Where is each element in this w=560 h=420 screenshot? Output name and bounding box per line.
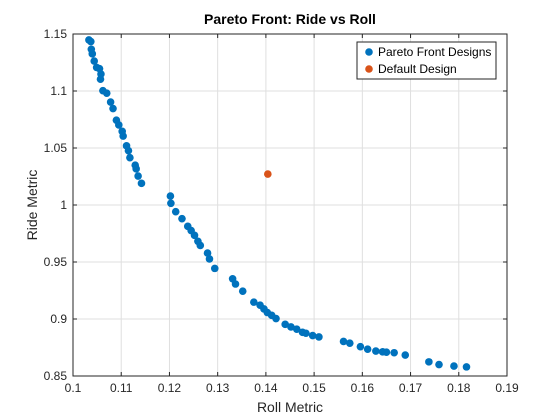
pareto-design-point xyxy=(272,314,280,323)
y-tick-label: 0.85 xyxy=(44,369,68,383)
x-axis-label: Roll Metric xyxy=(257,399,323,415)
pareto-design-point xyxy=(450,362,458,370)
x-tick-label: 0.11 xyxy=(110,381,133,395)
x-tick-label: 0.12 xyxy=(158,381,182,395)
pareto-design-point xyxy=(281,320,289,329)
pareto-design-point xyxy=(90,57,99,65)
pareto-design-point xyxy=(205,255,214,263)
x-tick-label: 0.19 xyxy=(495,381,519,395)
pareto-design-point xyxy=(231,280,240,288)
pareto-design-point xyxy=(126,153,134,162)
legend-label-default: Default Design xyxy=(378,62,457,76)
pareto-design-point xyxy=(345,339,354,347)
pareto-design-point xyxy=(382,348,391,356)
grid-lines xyxy=(73,34,507,376)
default-design-point xyxy=(264,170,272,178)
pareto-design-point xyxy=(356,342,365,351)
pareto-design-point xyxy=(119,132,127,140)
pareto-design-point xyxy=(425,358,433,366)
pareto-design-point xyxy=(87,37,95,46)
pareto-design-point xyxy=(196,241,205,250)
legend-marker-default xyxy=(365,65,373,73)
pareto-design-point xyxy=(96,75,105,83)
x-tick-label: 0.13 xyxy=(206,381,230,395)
x-tick-label: 0.16 xyxy=(351,381,375,395)
pareto-design-point xyxy=(401,351,410,359)
pareto-design-point xyxy=(124,146,133,155)
x-tick-label: 0.18 xyxy=(447,381,471,395)
pareto-design-point xyxy=(287,323,295,331)
pareto-design-point xyxy=(178,214,186,223)
pareto-design-point xyxy=(115,121,123,129)
pareto-design-point xyxy=(210,264,219,273)
y-tick-label: 1.15 xyxy=(44,27,68,41)
y-tick-label: 1.1 xyxy=(50,84,67,98)
legend-marker-pareto xyxy=(365,48,373,56)
data-points xyxy=(85,36,471,371)
y-tick-label: 1 xyxy=(60,198,67,212)
tick-marks xyxy=(72,33,508,377)
pareto-design-point xyxy=(132,165,140,173)
y-axis-label: Ride Metric xyxy=(24,170,40,241)
pareto-design-point xyxy=(292,325,301,333)
pareto-design-point xyxy=(372,347,380,355)
legend-label-pareto: Pareto Front Designs xyxy=(378,45,491,59)
pareto-design-point xyxy=(308,331,317,340)
x-tick-label: 0.1 xyxy=(65,381,82,395)
x-tick-label: 0.14 xyxy=(254,381,278,395)
pareto-design-point xyxy=(106,98,115,106)
y-tick-label: 0.9 xyxy=(50,312,67,326)
pareto-design-point xyxy=(238,287,247,295)
pareto-design-point xyxy=(315,333,323,341)
pareto-design-point xyxy=(203,249,212,257)
pareto-design-point xyxy=(137,179,146,188)
pareto-design-point xyxy=(363,345,372,354)
x-tick-label: 0.17 xyxy=(399,381,423,395)
pareto-design-point xyxy=(166,192,175,200)
pareto-design-point xyxy=(171,207,180,216)
y-tick-label: 0.95 xyxy=(44,255,68,269)
pareto-design-point xyxy=(462,363,471,371)
pareto-design-point xyxy=(390,348,398,357)
pareto-design-point xyxy=(250,298,258,306)
pareto-design-point xyxy=(339,337,348,346)
pareto-design-point xyxy=(190,231,199,240)
pareto-design-point xyxy=(435,360,443,369)
pareto-design-point xyxy=(102,89,111,97)
y-tick-labels: 0.85 0.9 0.95 1 1.05 1.1 1.15 xyxy=(44,27,68,383)
pareto-design-point xyxy=(134,172,142,180)
pareto-design-point xyxy=(167,199,175,208)
pareto-design-point xyxy=(109,104,117,113)
legend: Pareto Front Designs Default Design xyxy=(356,41,497,80)
pareto-design-point xyxy=(302,329,310,338)
legend-box xyxy=(356,41,497,80)
x-tick-labels: 0.1 0.11 0.12 0.13 0.14 0.15 0.16 0.17 0.18 0.19 xyxy=(65,381,519,395)
y-tick-label: 1.05 xyxy=(44,141,68,155)
pareto-design-point xyxy=(88,50,97,58)
plot-area xyxy=(72,33,508,377)
chart-title: Pareto Front: Ride vs Roll xyxy=(204,11,376,27)
x-tick-label: 0.15 xyxy=(302,381,326,395)
